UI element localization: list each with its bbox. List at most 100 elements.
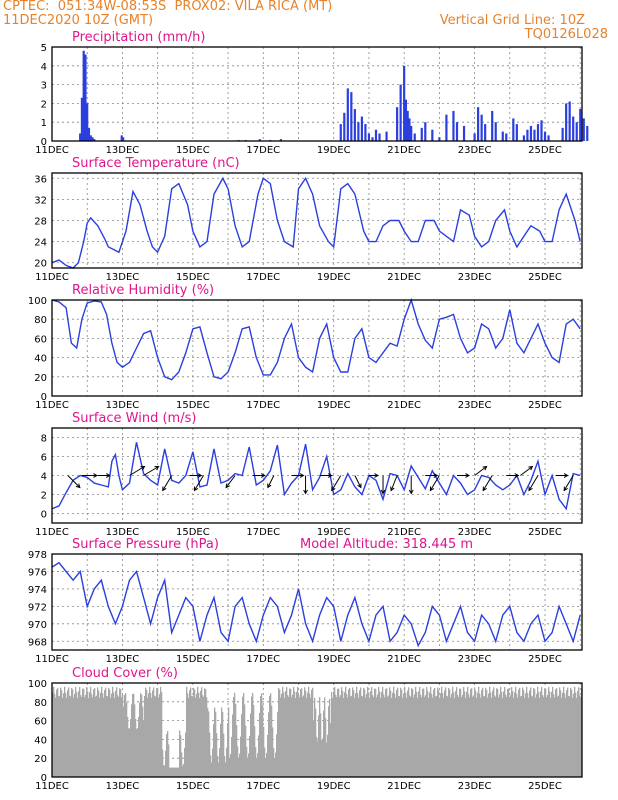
x-tick-label: 13DEC: [106, 272, 140, 283]
precip-bar: [512, 118, 515, 141]
x-tick-label: 13DEC: [106, 527, 140, 538]
cloud-cover-column: [454, 698, 456, 777]
panel-title: Surface Temperature (nC): [72, 156, 240, 171]
cloud-cover-column: [226, 747, 228, 777]
cloud-cover-column: [392, 692, 394, 777]
x-tick-label: 23DEC: [458, 400, 492, 411]
cloud-cover-column: [118, 696, 120, 777]
cloud-cover-column: [309, 693, 311, 777]
cloud-cover-column: [528, 697, 530, 777]
cloud-cover-column: [451, 693, 453, 777]
cloud-cover-column: [67, 690, 69, 777]
cloud-cover-column: [152, 690, 154, 777]
cloud-cover-column: [580, 696, 582, 777]
cloud-cover-column: [385, 689, 387, 777]
cloud-cover-column: [416, 691, 418, 777]
wind-arrow-head: [225, 483, 230, 489]
cloud-cover-column: [73, 697, 75, 777]
precip-bar: [491, 110, 494, 141]
y-tick-label: 80: [34, 698, 47, 709]
cloud-cover-column: [56, 689, 58, 777]
wind-arrow: [520, 466, 533, 476]
x-tick-label: 23DEC: [458, 145, 492, 156]
cloud-cover-column: [110, 697, 112, 777]
cloud-cover-column: [483, 696, 485, 777]
cloud-cover-column: [203, 696, 205, 777]
cloud-cover-column: [275, 752, 277, 777]
cloud-cover-column: [126, 702, 128, 777]
x-tick-label: 17DEC: [246, 527, 280, 538]
cloud-cover-column: [374, 688, 376, 777]
cloud-cover-column: [103, 697, 105, 777]
cloud-cover-column: [168, 744, 170, 777]
cloud-cover-column: [338, 688, 340, 777]
precip-bar: [364, 124, 367, 141]
cloud-cover-column: [376, 697, 378, 777]
cloud-cover-column: [470, 689, 472, 777]
cloud-cover-column: [270, 693, 272, 777]
cloud-cover-column: [478, 686, 480, 777]
wind-arrow: [429, 475, 440, 491]
y-tick-label: 8: [41, 434, 47, 445]
cloud-cover-column: [498, 697, 500, 777]
y-tick-label: 100: [28, 679, 47, 690]
cloud-cover-column: [308, 686, 310, 777]
cloud-cover-column: [94, 688, 96, 777]
wind-arrow-head: [374, 473, 379, 478]
cloud-cover-column: [306, 697, 308, 777]
cloud-cover-column: [352, 687, 354, 777]
cloud-cover-column: [140, 693, 142, 777]
cloud-cover-column: [422, 688, 424, 777]
cloud-cover-column: [108, 687, 110, 777]
cloud-cover-column: [325, 718, 327, 777]
cloud-cover-column: [551, 692, 553, 777]
cloud-cover-column: [186, 686, 188, 777]
cloud-cover-column: [213, 724, 215, 777]
precip-bar: [540, 120, 543, 141]
cloud-cover-column: [295, 698, 297, 777]
cloud-cover-column: [469, 697, 471, 777]
cloud-cover-column: [341, 687, 343, 777]
cloud-cover-column: [59, 695, 61, 777]
precip-bar: [477, 107, 480, 141]
cloud-cover-column: [114, 697, 116, 777]
cloud-cover-column: [303, 695, 305, 777]
series-line: [51, 442, 581, 511]
y-tick-label: 60: [34, 334, 47, 345]
x-tick-label: 17DEC: [246, 272, 280, 283]
cloud-cover-column: [532, 696, 534, 777]
cloud-cover-column: [342, 691, 344, 777]
precip-bar: [120, 135, 123, 141]
cloud-cover-column: [472, 696, 474, 777]
panel-title: Precipitation (mm/h): [72, 30, 205, 45]
cloud-cover-column: [312, 687, 314, 777]
x-tick-label: 13DEC: [106, 654, 140, 665]
x-tick-label: 23DEC: [458, 781, 492, 792]
cloud-cover-column: [442, 693, 444, 777]
cloud-cover-column: [418, 691, 420, 777]
cloud-cover-column: [136, 728, 138, 777]
cloud-cover-column: [535, 697, 537, 777]
cloud-cover-column: [349, 687, 351, 777]
y-tick-label: 2: [41, 491, 47, 502]
cloud-cover-column: [240, 736, 242, 777]
cloud-cover-column: [494, 695, 496, 777]
cloud-cover-column: [495, 696, 497, 777]
cloud-cover-column: [188, 697, 190, 777]
precip-bar: [529, 125, 533, 141]
wind-arrow-head: [267, 483, 272, 489]
cloud-cover-column: [146, 690, 148, 777]
wind-arrow-head: [75, 483, 81, 489]
cloud-cover-column: [281, 693, 283, 777]
x-tick-label: 11DEC: [35, 781, 69, 792]
x-tick-label: 17DEC: [246, 400, 280, 411]
y-tick-label: 968: [28, 637, 47, 648]
cloud-cover-column: [423, 688, 425, 777]
precip-bar: [374, 129, 378, 141]
cloud-cover-column: [277, 711, 279, 777]
cloud-cover-column: [242, 696, 244, 777]
cloud-cover-column: [299, 697, 301, 777]
cloud-cover-column: [497, 689, 499, 777]
cloud-cover-column: [214, 707, 216, 777]
cloud-cover-column: [487, 697, 489, 777]
